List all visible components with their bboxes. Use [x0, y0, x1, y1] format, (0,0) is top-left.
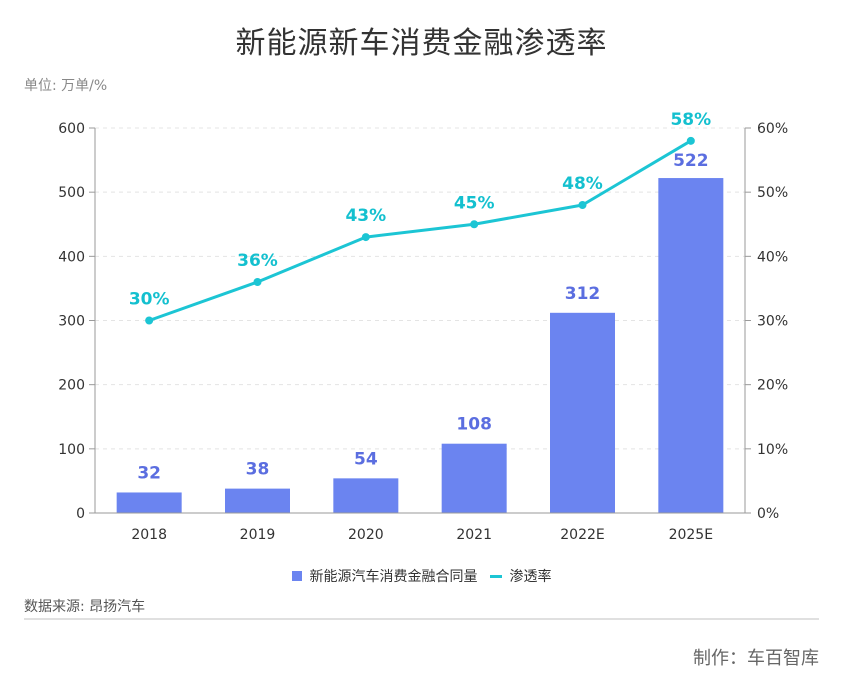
bar-value-label: 38 [246, 460, 270, 480]
bar [333, 478, 399, 513]
line-value-label: 36% [237, 251, 278, 271]
legend-item-bar: 新能源汽车消费金融合同量 [291, 566, 478, 586]
bar-value-label: 54 [354, 449, 378, 469]
credit: 制作：车百智库 [693, 648, 819, 669]
bar [658, 178, 724, 514]
bar-value-label: 32 [137, 463, 161, 483]
combo-chart: 0 100 200 300 400 500 600 0% 10% 20% 30% 40% 50% 60% 2… [58, 110, 788, 543]
chart-title: 新能源新车消费金融渗透率 [235, 26, 608, 61]
line-value-label: 58% [670, 110, 711, 130]
y-right-tick-label: 0% [757, 506, 779, 522]
line-point [361, 233, 370, 242]
line-value-label: 43% [345, 206, 386, 226]
line-value-label: 45% [454, 193, 495, 213]
line-series [148, 139, 692, 322]
bar [116, 492, 182, 513]
y-right-tick-label: 20% [757, 378, 788, 394]
bar-value-label: 522 [673, 151, 709, 171]
legend-item-line: 渗透率 [489, 566, 552, 586]
y-left-tick-label: 0 [76, 506, 85, 522]
line-value-label: 30% [129, 290, 170, 310]
x-tick-label: 2020 [348, 527, 384, 543]
y-left-tick-label: 500 [58, 185, 85, 201]
bar [225, 488, 290, 513]
unit-label: 单位: 万单/% [24, 78, 108, 94]
y-left-tick-label: 100 [58, 442, 85, 458]
x-tick-label: 2019 [240, 527, 276, 543]
x-tick-label: 2018 [131, 527, 167, 543]
bar [550, 312, 615, 513]
legend-line-swatch [489, 574, 502, 578]
x-tick-label: 2025E [669, 527, 713, 543]
data-source: 数据来源: 昂扬汽车 [24, 599, 146, 615]
line-point [470, 220, 479, 229]
bar-value-label: 108 [456, 415, 492, 435]
line-point [578, 201, 587, 209]
line-point [686, 136, 695, 145]
y-right-tick-label: 10% [757, 442, 788, 458]
line-value-label: 48% [562, 174, 603, 194]
divider [24, 618, 819, 620]
y-right-tick-label: 30% [757, 314, 788, 330]
line-point [145, 316, 154, 325]
bar-value-label: 312 [565, 284, 601, 304]
legend-line-label: 渗透率 [509, 569, 552, 585]
y-right-tick-label: 50% [757, 185, 788, 201]
y-left-tick-label: 400 [58, 249, 85, 265]
legend-bar-label: 新能源汽车消费金融合同量 [309, 569, 478, 585]
x-tick-label: 2022E [560, 527, 604, 543]
y-right-tick-label: 40% [757, 249, 788, 265]
line-point [253, 278, 262, 286]
x-tick-label: 2021 [456, 527, 492, 543]
y-right-tick-label: 60% [757, 121, 788, 137]
y-left-tick-label: 200 [58, 378, 85, 394]
bar [441, 443, 507, 513]
legend: 新能源汽车消费金融合同量 渗透率 [0, 566, 843, 586]
y-left-tick-label: 300 [58, 314, 85, 330]
y-left-tick-label: 600 [58, 121, 85, 137]
legend-bar-swatch [291, 571, 302, 581]
